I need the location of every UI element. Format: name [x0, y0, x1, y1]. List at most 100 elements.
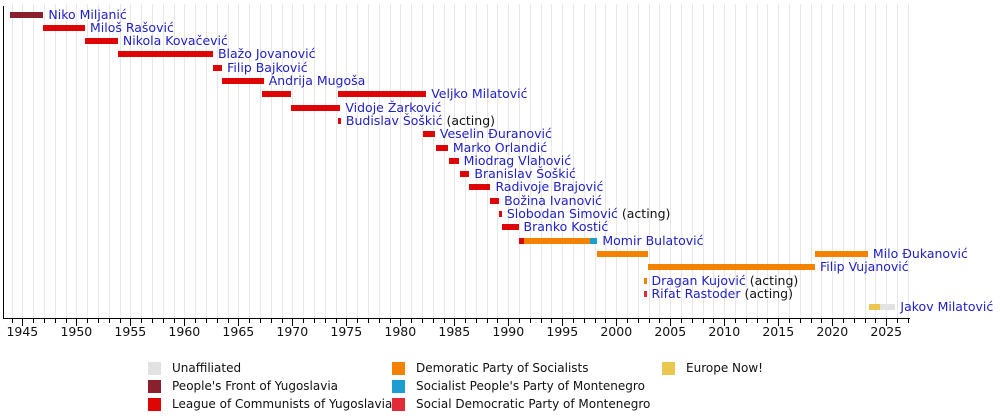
timeline-bar	[518, 237, 525, 244]
axis-minor-tick	[864, 319, 866, 323]
person-name-link[interactable]: Momir Bulatović	[602, 232, 704, 248]
person-name-link[interactable]: Dragan Kujović	[651, 272, 746, 288]
person-name-link[interactable]: Miodrag Vlahović	[463, 152, 572, 168]
axis-minor-tick	[875, 319, 877, 323]
axis-tick-label: 1955	[114, 324, 147, 339]
axis-minor-tick	[162, 319, 164, 323]
year-gridline	[789, 4, 791, 318]
axis-minor-tick	[173, 319, 175, 323]
person-name-link[interactable]: Andrija Mugoša	[268, 73, 366, 88]
person-label: Veljko Milatović	[431, 87, 527, 101]
year-gridline	[659, 4, 661, 318]
axis-minor-tick	[594, 319, 596, 323]
axis-minor-tick	[627, 319, 629, 323]
year-gridline	[346, 4, 348, 318]
axis-minor-tick	[443, 319, 445, 323]
timeline-bar	[524, 237, 591, 244]
person-name-link[interactable]: Marko Orlandić	[452, 139, 548, 155]
person-name-link[interactable]: Budislav Šoškić	[345, 112, 443, 128]
year-gridline	[486, 4, 488, 318]
person-name-link[interactable]: Filip Bajković	[227, 59, 308, 75]
year-gridline	[130, 4, 132, 318]
legend-swatch	[392, 398, 405, 411]
year-gridline	[303, 4, 305, 318]
person-name-link[interactable]: Nikola Kovačević	[122, 33, 228, 49]
person-name-link[interactable]: Vidoje Žarković	[345, 99, 442, 115]
person-name-link[interactable]: Miloš Rašović	[89, 19, 174, 35]
person-name-link[interactable]: Blažo Jovanović	[217, 46, 316, 62]
axis-minor-tick	[324, 319, 326, 323]
year-gridline	[573, 4, 575, 318]
timeline-bar	[868, 304, 880, 311]
person-name-link[interactable]: Rifat Rastoder	[651, 285, 741, 301]
timeline-bar	[337, 117, 341, 124]
timeline-bar	[10, 11, 44, 18]
axis-minor-tick	[821, 319, 823, 323]
year-gridline	[864, 4, 866, 318]
axis-minor-tick	[519, 319, 521, 323]
axis-minor-tick	[141, 319, 143, 323]
person-name-link[interactable]: Božina Ivanović	[504, 192, 602, 208]
person-name-link[interactable]: Branko Kostić	[523, 219, 609, 235]
timeline-bar	[499, 211, 502, 217]
timeline-bar	[222, 78, 264, 84]
timeline-bar	[814, 250, 868, 257]
person-name-link[interactable]: Slobodan Simović	[506, 206, 618, 221]
year-gridline	[875, 4, 877, 318]
axis-minor-tick	[195, 319, 197, 323]
axis-minor-tick	[65, 319, 67, 323]
axis-major-tick	[562, 319, 564, 326]
year-gridline	[843, 4, 845, 318]
year-gridline	[151, 4, 153, 318]
year-gridline	[702, 4, 704, 318]
person-name-link[interactable]: Filip Vujanović	[819, 259, 909, 275]
axis-minor-tick	[583, 319, 585, 323]
person-name-link[interactable]: Veljko Milatović	[431, 86, 528, 102]
axis-tick-label: 1995	[546, 324, 579, 339]
year-gridline	[821, 4, 823, 318]
legend-label: Demoratic Party of Socialists	[416, 361, 589, 375]
year-gridline	[735, 4, 737, 318]
year-gridline	[33, 4, 35, 318]
axis-major-tick	[22, 319, 24, 326]
axis-minor-tick	[756, 319, 758, 323]
legend-swatch	[392, 362, 405, 375]
person-label: Marko Orlandić	[452, 139, 548, 155]
axis-minor-tick	[108, 319, 110, 323]
year-gridline	[562, 4, 564, 318]
year-gridline	[681, 4, 683, 318]
year-gridline	[367, 4, 369, 318]
axis-major-tick	[508, 319, 510, 326]
legend-label: Unaffiliated	[172, 361, 242, 375]
year-gridline	[141, 4, 143, 318]
axis-minor-tick	[281, 319, 283, 323]
year-gridline	[594, 4, 596, 318]
year-gridline	[357, 4, 359, 318]
person-label: Niko Miljanić	[48, 6, 127, 22]
axis-tick-label: 2025	[870, 324, 903, 339]
year-gridline	[616, 4, 618, 318]
person-name-link[interactable]: Veselin Đuranović	[439, 126, 552, 142]
axis-minor-tick	[605, 319, 607, 323]
timeline-bar	[42, 24, 85, 31]
axis-major-tick	[616, 319, 618, 326]
person-label: Blažo Jovanović	[218, 47, 316, 61]
axis-tick-label: 1990	[492, 324, 525, 339]
axis-minor-tick	[216, 319, 218, 323]
year-gridline	[22, 4, 24, 318]
person-name-link[interactable]: Milo Đukanović	[872, 245, 968, 261]
year-gridline	[76, 4, 78, 318]
year-gridline	[767, 4, 769, 318]
person-name-link[interactable]: Jakov Milatović	[900, 299, 994, 315]
person-name-link[interactable]: Radivoje Brajović	[495, 179, 604, 195]
person-name-link[interactable]: Niko Miljanić	[48, 6, 127, 22]
axis-minor-tick	[648, 319, 650, 323]
year-gridline	[205, 4, 207, 318]
person-name-link[interactable]: Branislav Šoškić	[474, 166, 576, 182]
person-label: Slobodan Simović (acting)	[507, 207, 671, 221]
axis-tick-label: 1945	[6, 324, 39, 339]
axis-major-tick	[832, 319, 834, 326]
axis-major-tick	[130, 319, 132, 326]
legend-label: Europe Now!	[686, 361, 763, 375]
